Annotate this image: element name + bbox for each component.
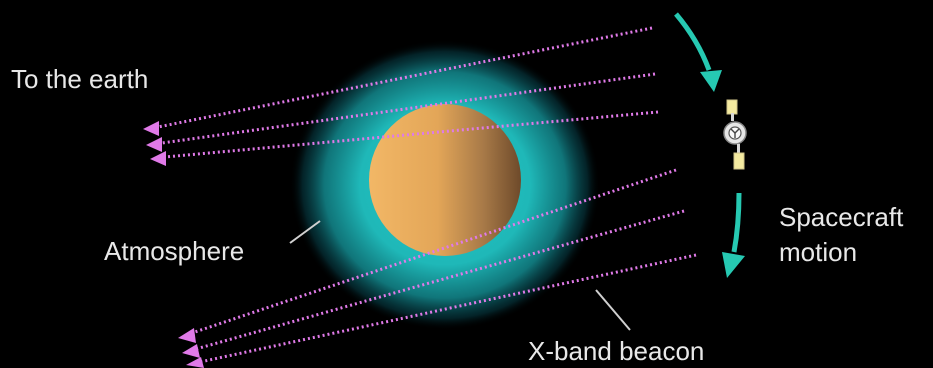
planet — [369, 104, 521, 256]
spacecraft-icon — [723, 99, 747, 170]
arrowhead — [722, 252, 745, 278]
curved-arrow-icon — [731, 192, 742, 253]
beacon-leader-line — [595, 289, 631, 331]
triangle-arrowhead-icon — [178, 328, 196, 343]
triangle-arrowhead-icon — [146, 137, 162, 152]
spacecraft-motion-label-line1: Spacecraft — [779, 202, 904, 232]
upper-beam-group — [157, 26, 659, 159]
arrowhead — [700, 70, 722, 92]
x-band-beacon-label: X-band beacon — [528, 336, 705, 366]
upper-arrowheads — [143, 121, 166, 166]
atmosphere-leader-line — [289, 220, 321, 244]
lower-beam-group — [191, 168, 697, 364]
spacecraft-motion-label-line2: motion — [779, 237, 858, 267]
triangle-arrowhead-icon — [143, 121, 159, 136]
curved-arrow-icon — [674, 12, 712, 71]
beam-ray — [157, 26, 653, 129]
lower-arrowheads — [178, 328, 204, 368]
triangle-arrowhead-icon — [182, 344, 200, 358]
beam-ray — [191, 168, 677, 335]
triangle-arrowhead-icon — [150, 151, 166, 166]
to-earth-label: To the earth — [11, 64, 149, 94]
motion-arrow-top — [674, 12, 722, 92]
atmosphere-label: Atmosphere — [104, 236, 245, 266]
triangle-arrowhead-icon — [186, 357, 204, 368]
motion-arrow-bottom — [722, 192, 745, 278]
